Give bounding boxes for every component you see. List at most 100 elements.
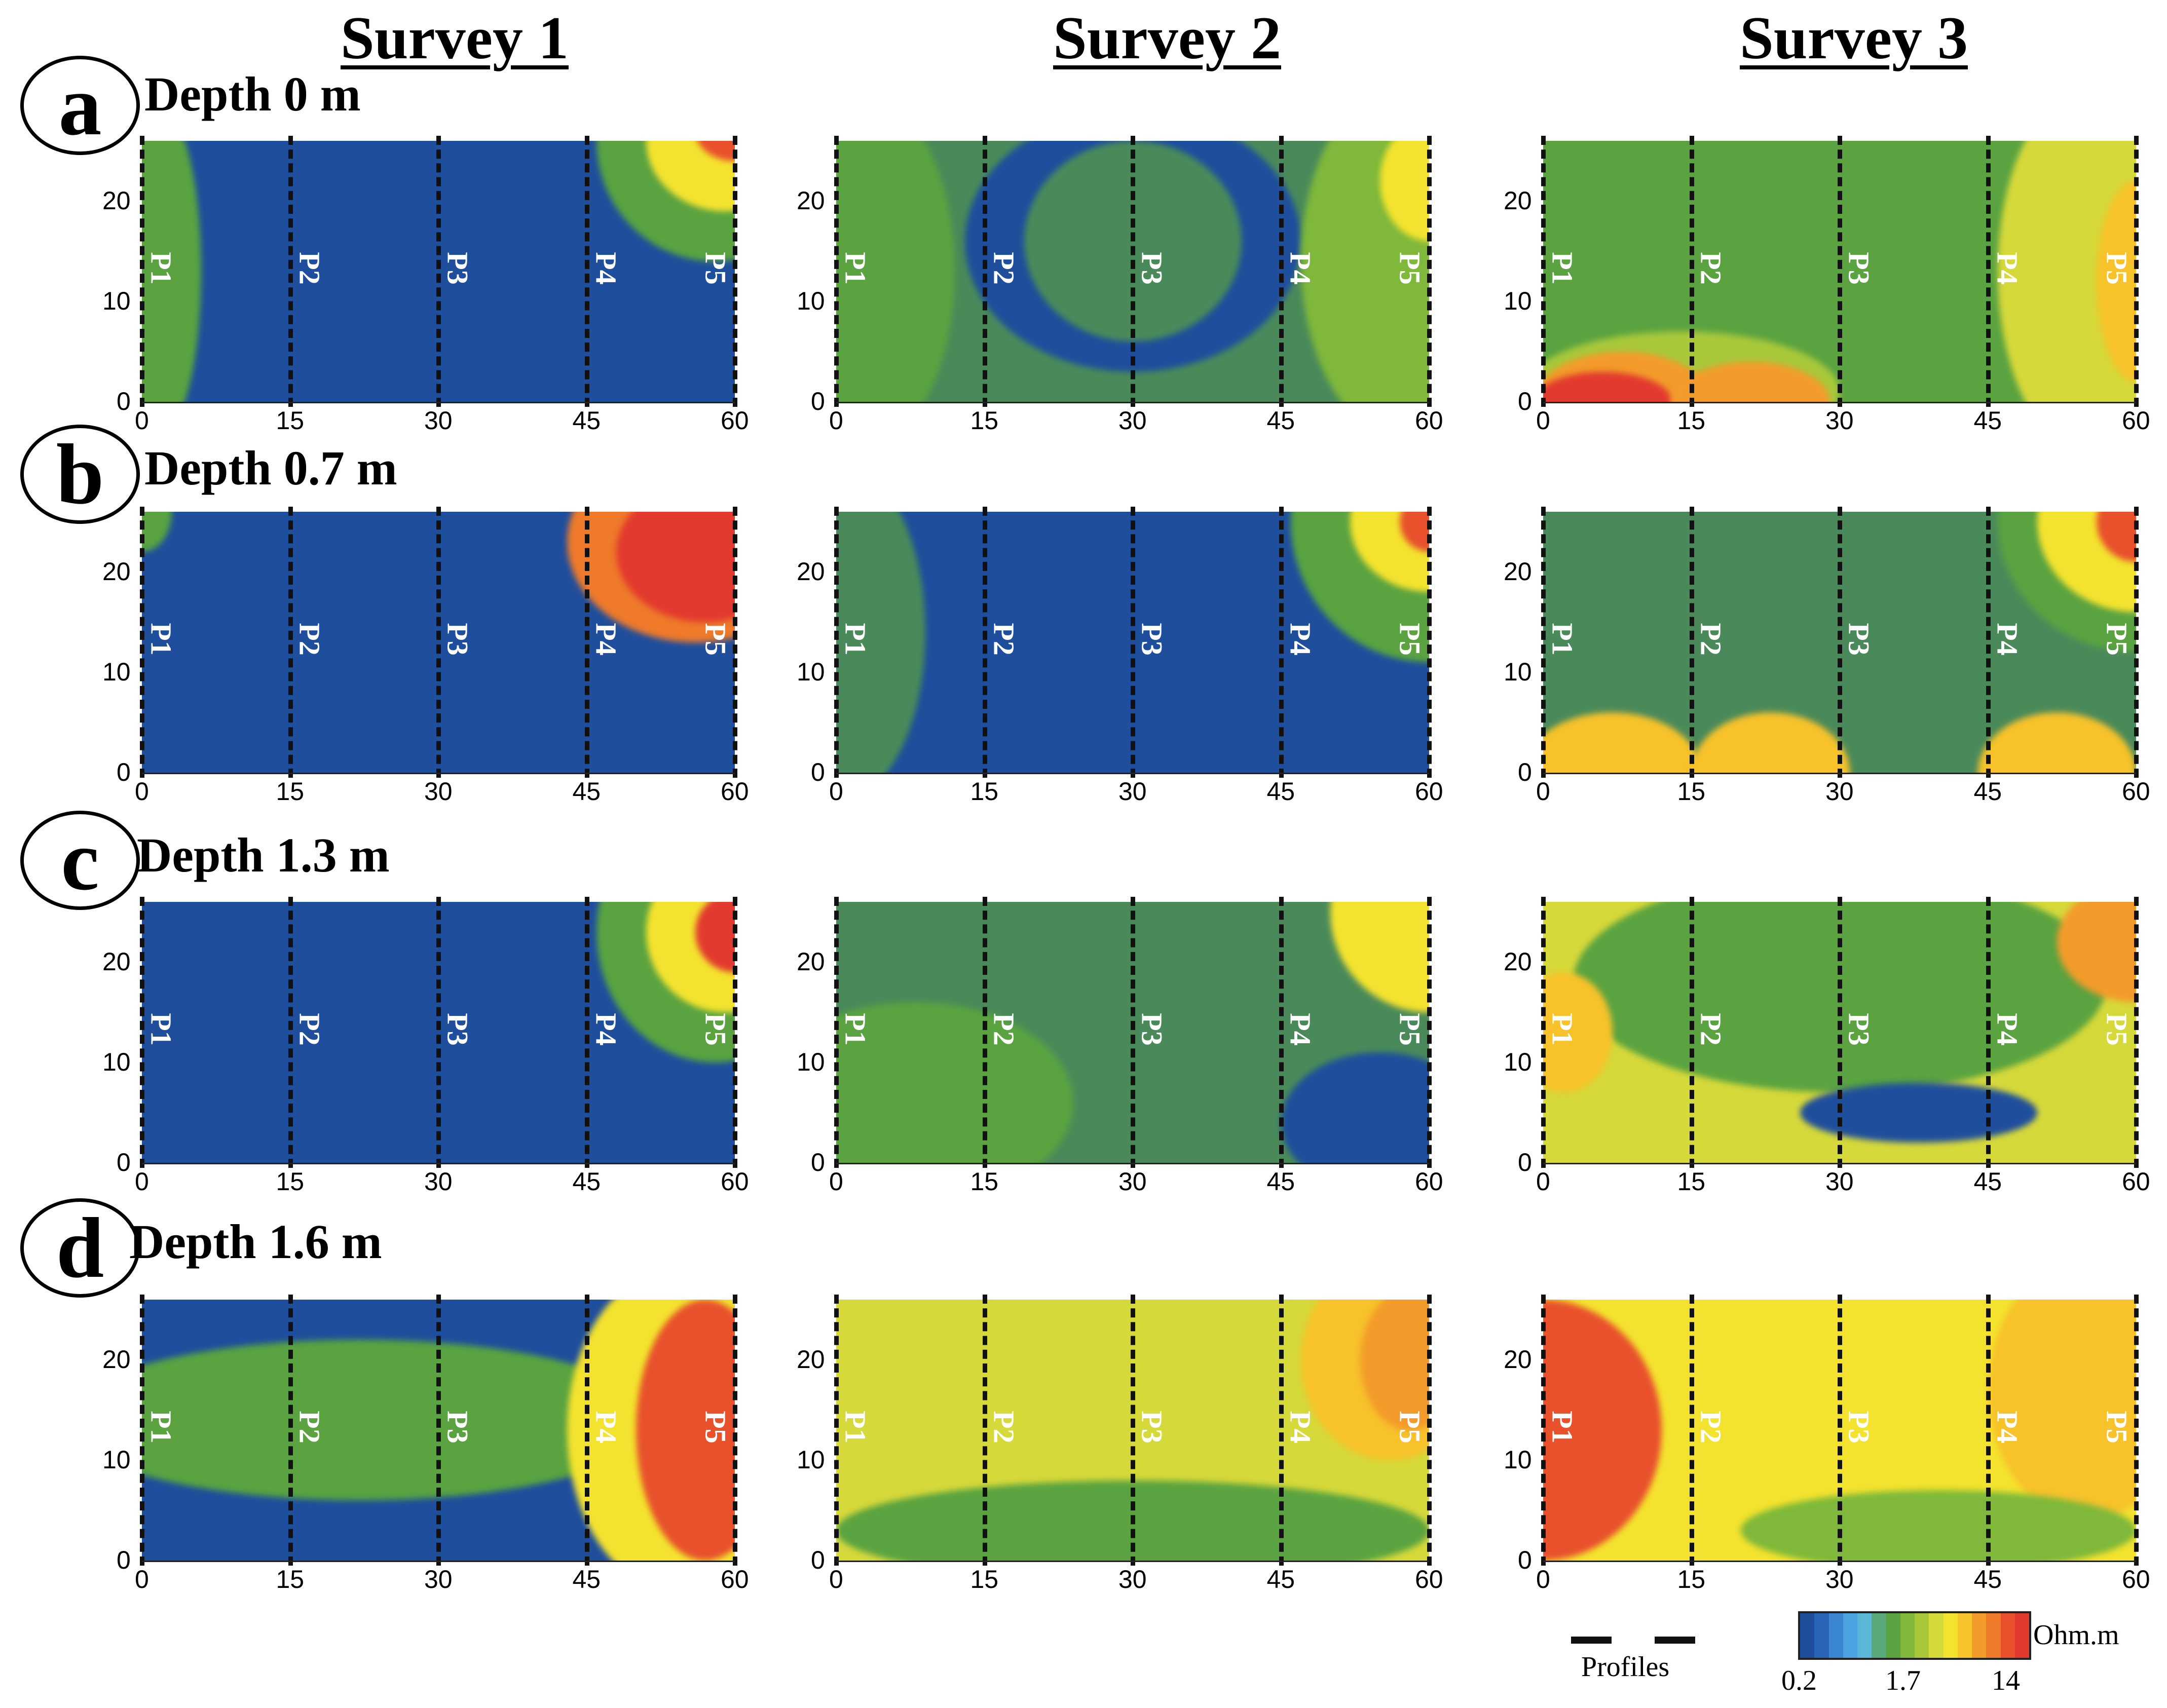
x-tick-label: 0 — [829, 1167, 843, 1196]
x-tick-label: 60 — [1415, 406, 1443, 435]
resistivity-zone — [142, 141, 201, 402]
profile-line — [436, 1295, 441, 1566]
x-tick-label: 0 — [135, 1565, 149, 1593]
x-tick-label: 45 — [1266, 406, 1295, 435]
x-tick-label: 45 — [1266, 777, 1295, 806]
x-axis-line — [1543, 1163, 2136, 1164]
profile-label: P5 — [2100, 1012, 2134, 1046]
x-tick-label: 60 — [721, 1565, 749, 1593]
row-c-depth: Depth 1.3 m — [137, 828, 390, 882]
profile-line — [1427, 136, 1432, 407]
profile-label: P3 — [441, 622, 474, 656]
x-tick-label: 0 — [1536, 406, 1550, 435]
y-tick-label: 0 — [811, 1148, 825, 1176]
y-tick-label: 0 — [1518, 387, 1532, 415]
profile-line — [1689, 1295, 1694, 1566]
profile-label: P2 — [1694, 251, 1728, 285]
y-tick-label: 20 — [1504, 557, 1532, 586]
profile-label: P5 — [1393, 251, 1427, 285]
profile-label: P2 — [293, 1410, 326, 1444]
profile-line — [982, 897, 987, 1168]
profile-line — [982, 1295, 987, 1566]
y-tick-label: 0 — [117, 387, 131, 415]
x-tick-label: 0 — [135, 1167, 149, 1196]
profile-line — [140, 897, 144, 1168]
profile-line — [1131, 507, 1135, 778]
colorbar-swatch — [1900, 1613, 1915, 1658]
colorbar-max-label: 14 — [1992, 1665, 2020, 1696]
profile-line — [1541, 1295, 1546, 1566]
profile-label: P5 — [1393, 1012, 1427, 1046]
profile-line — [1279, 897, 1284, 1168]
profile-label: P5 — [1393, 622, 1427, 656]
y-tick-label: 10 — [102, 1445, 131, 1474]
y-tick-label: 10 — [797, 657, 825, 686]
x-tick-label: 60 — [1415, 777, 1443, 806]
resistivity-zone — [1988, 1300, 2136, 1521]
profile-label: P1 — [144, 622, 178, 656]
profile-label: P5 — [699, 1410, 732, 1444]
y-tick-label: 20 — [797, 557, 825, 586]
resistivity-zone — [1330, 902, 1429, 1012]
profile-line — [733, 136, 737, 407]
y-tick-label: 0 — [811, 1546, 825, 1574]
x-tick-label: 30 — [424, 1565, 453, 1593]
profile-label: P3 — [441, 1410, 474, 1444]
profile-line — [982, 507, 987, 778]
colorbar-swatch — [1929, 1613, 1944, 1658]
x-tick-label: 15 — [1677, 777, 1706, 806]
y-tick-label: 10 — [1504, 1445, 1532, 1474]
profile-line — [1131, 136, 1135, 407]
x-tick-label: 15 — [970, 406, 999, 435]
y-tick-label: 10 — [1504, 286, 1532, 315]
row-c-letter: c — [20, 811, 140, 910]
x-axis-line — [836, 1163, 1429, 1164]
colorbar-min-label: 0.2 — [1781, 1665, 1817, 1696]
heatmap-panel: P1 P2 P3 P4 P5 0 15 30 45 60 20 10 0 — [797, 136, 1443, 435]
x-tick-label: 15 — [970, 777, 999, 806]
x-tick-label: 0 — [829, 777, 843, 806]
profile-line — [1838, 136, 1842, 407]
profiles-legend-dash-2 — [1655, 1637, 1695, 1644]
profile-label: P2 — [1694, 1012, 1728, 1046]
survey-2-title: Survey 2 — [1053, 4, 1281, 71]
profile-label: P2 — [987, 1410, 1021, 1444]
profile-label: P5 — [2100, 251, 2134, 285]
colorbar-swatch — [1872, 1613, 1886, 1658]
x-tick-label: 15 — [276, 1565, 305, 1593]
x-tick-label: 15 — [1677, 406, 1706, 435]
colorbar-swatch — [1828, 1613, 1843, 1658]
x-tick-label: 60 — [2122, 1565, 2150, 1593]
x-tick-label: 30 — [1118, 1565, 1147, 1593]
colorbar-unit: Ohm.m — [2033, 1619, 2119, 1651]
profile-label: P5 — [2100, 1410, 2134, 1444]
x-tick-label: 60 — [2122, 1167, 2150, 1196]
profile-line — [288, 1295, 293, 1566]
profile-label: P1 — [1546, 1012, 1579, 1046]
profile-label: P2 — [293, 1012, 326, 1046]
profile-label: P3 — [1842, 251, 1876, 285]
x-tick-label: 30 — [424, 406, 453, 435]
profile-label: P4 — [589, 1012, 623, 1046]
x-tick-label: 45 — [572, 1565, 601, 1593]
profile-line — [584, 897, 589, 1168]
resistivity-zone — [1281, 1052, 1429, 1163]
x-tick-label: 0 — [1536, 1167, 1550, 1196]
profile-line — [834, 1295, 839, 1566]
x-axis-line — [142, 773, 735, 774]
colorbar-swatch — [1972, 1613, 1987, 1658]
y-tick-label: 10 — [797, 1047, 825, 1076]
colorbar — [1798, 1611, 2031, 1660]
y-tick-label: 10 — [1504, 1047, 1532, 1076]
y-tick-label: 10 — [102, 286, 131, 315]
profile-line — [140, 507, 144, 778]
y-tick-label: 0 — [117, 1546, 131, 1574]
resistivity-zone — [1543, 712, 1701, 773]
x-tick-label: 0 — [829, 406, 843, 435]
profile-line — [982, 136, 987, 407]
colorbar-swatch — [1957, 1613, 1972, 1658]
x-tick-label: 45 — [1973, 1565, 2002, 1593]
resistivity-zone — [1978, 712, 2136, 773]
x-tick-label: 0 — [135, 777, 149, 806]
y-tick-label: 10 — [797, 1445, 825, 1474]
